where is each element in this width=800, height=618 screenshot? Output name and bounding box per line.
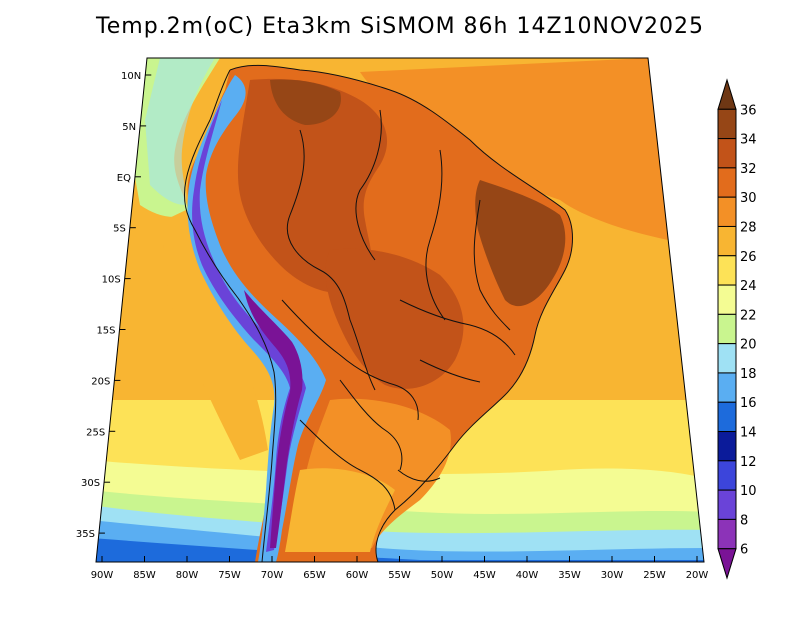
colorbar-label: 32	[740, 162, 757, 177]
temperature-field	[96, 58, 704, 562]
lon-label: 20W	[686, 570, 709, 581]
state-line-2	[425, 149, 446, 321]
brazil-central-hot-region	[325, 248, 464, 389]
southern-cone-mild	[285, 468, 395, 552]
colorbar-label: 8	[740, 513, 748, 528]
colorbar-segment	[717, 196, 737, 227]
state-line-3	[473, 199, 511, 331]
colorbar-segment	[717, 225, 737, 257]
lon-label: 65W	[303, 570, 326, 581]
map-frame	[95, 57, 705, 563]
colorbar-segment	[717, 167, 737, 198]
lon-label: 35W	[558, 570, 581, 581]
colorbar-segment	[717, 401, 737, 433]
lon-label: 90W	[91, 570, 114, 581]
northwest-hot-patch	[270, 79, 341, 125]
lat-label: 5S	[113, 224, 126, 235]
pacific-mid-strip	[163, 210, 268, 460]
colorbar-label: 6	[740, 543, 748, 558]
colorbar-segment	[717, 489, 737, 520]
latitude-axis: 10N 5N EQ 5S 10S 15S 20S 25S 30S 35S	[76, 71, 152, 540]
state-line-4	[399, 299, 516, 356]
lat-label: 25S	[86, 427, 105, 438]
colorbar: 36 34 32 30 28 26 24 22 20 18 16 14 12 10 8 6	[717, 78, 757, 580]
lat-label: EQ	[117, 173, 131, 184]
colorbar-label: 20	[740, 338, 757, 353]
colorbar-segment	[717, 460, 737, 491]
lat-label: 20S	[91, 376, 110, 387]
pacific-cool-strip-2	[145, 58, 215, 205]
colorbar-segment	[717, 108, 737, 140]
colorbar-top-arrow	[717, 78, 737, 110]
colorbar-segment	[717, 372, 737, 403]
lon-label: 70W	[261, 570, 284, 581]
lon-label: 85W	[133, 570, 156, 581]
amazon-hot-region	[237, 78, 388, 294]
colorbar-label: 12	[740, 455, 757, 470]
brazil-west-border	[286, 129, 376, 391]
colorbar-label: 10	[740, 484, 757, 499]
colorbar-bottom-arrow	[717, 548, 737, 580]
longitude-axis: 90W 85W 80W 75W 70W 65W 60W 55W 50W 45W 40W 35W 30W 2…	[91, 556, 709, 581]
argentina-border	[299, 419, 396, 511]
colorbar-label: 22	[740, 308, 757, 323]
continent-outline	[229, 64, 573, 562]
colorbar-label: 18	[740, 367, 757, 382]
lat-label: 10S	[102, 275, 121, 286]
lon-label: 80W	[176, 570, 199, 581]
lon-label: 30W	[601, 570, 624, 581]
lon-label: 50W	[431, 570, 454, 581]
uruguay-border	[397, 469, 441, 482]
colorbar-label: 36	[740, 103, 757, 118]
map-title: Temp.2m(oC) Eta3km SiSMOM 86h 14Z10NOV20…	[96, 14, 704, 39]
colorbar-segment	[717, 313, 737, 345]
lon-label: 40W	[516, 570, 539, 581]
lat-label: 15S	[96, 326, 115, 337]
colorbar-label: 28	[740, 220, 757, 235]
country-borders	[183, 64, 573, 562]
paraguay-border	[339, 379, 403, 471]
colorbar-segment	[717, 138, 737, 169]
atlantic-warm-area	[360, 58, 668, 240]
lat-label: 10N	[121, 71, 141, 82]
colorbar-segment	[717, 255, 737, 286]
lat-label: 30S	[81, 478, 100, 489]
colorbar-segment	[717, 343, 737, 374]
bolivia-border	[281, 299, 419, 421]
lat-label: 35S	[76, 529, 95, 540]
state-line-5	[419, 359, 481, 383]
colorbar-label: 26	[740, 250, 757, 265]
lon-label: 45W	[473, 570, 496, 581]
lon-label: 55W	[388, 570, 411, 581]
colorbar-label: 24	[740, 279, 757, 294]
state-line-1	[355, 109, 382, 261]
colorbar-segment	[717, 284, 737, 315]
colorbar-segment	[717, 518, 737, 550]
lat-label: 5N	[122, 122, 136, 133]
northeast-hottest-region	[475, 180, 566, 307]
colorbar-label: 30	[740, 191, 757, 206]
colorbar-label: 34	[740, 133, 757, 148]
colorbar-label: 14	[740, 426, 757, 441]
lon-label: 75W	[218, 570, 241, 581]
andes-deep-core	[244, 290, 303, 548]
lon-label: 60W	[346, 570, 369, 581]
western-coast-outline	[183, 69, 277, 562]
andes-coldest-core	[192, 100, 306, 552]
colorbar-segment	[717, 431, 737, 462]
lon-label: 25W	[643, 570, 666, 581]
colorbar-label: 16	[740, 396, 757, 411]
